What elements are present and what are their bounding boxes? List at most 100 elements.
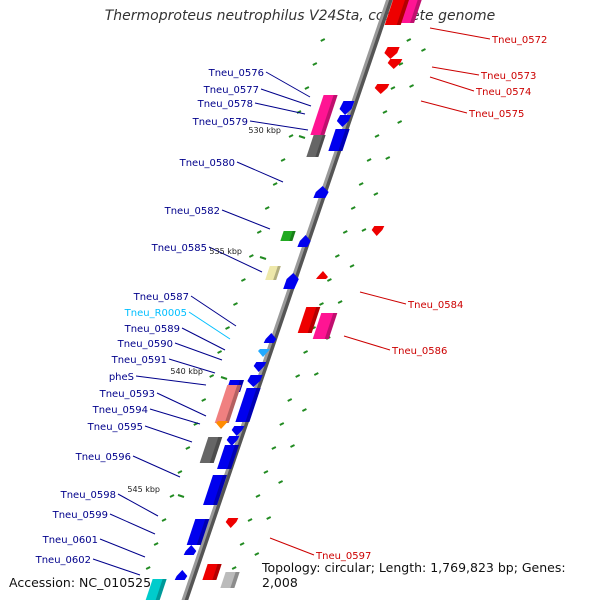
marker-dash — [398, 62, 404, 66]
leader-line — [144, 425, 193, 443]
marker-dash — [373, 192, 379, 196]
marker-dash — [342, 230, 348, 234]
cds-arrow — [231, 426, 245, 436]
leader-line — [420, 100, 468, 114]
gene-block-red — [202, 564, 222, 580]
gene-block-blue — [186, 519, 210, 545]
cds-arrow — [297, 235, 311, 247]
cds-arrow — [216, 421, 228, 429]
marker-dash — [225, 326, 230, 330]
accession-text: Accession: NC_010525 — [9, 575, 152, 590]
gene-label: Tneu_0585 — [151, 243, 207, 254]
marker-dash — [278, 480, 284, 484]
gene-label: Tneu_0582 — [164, 206, 220, 217]
marker-dash — [169, 494, 175, 498]
marker-dash — [233, 302, 238, 306]
gene-block-red-shade — [212, 564, 222, 580]
leader-line — [135, 375, 207, 386]
gene-label: Tneu_0584 — [407, 300, 463, 311]
gene-block-blue-shade — [245, 388, 261, 422]
marker-dash — [256, 230, 262, 234]
backbone-layer — [181, 0, 393, 600]
marker-dash — [319, 302, 324, 306]
gene-label: Tneu_0602 — [35, 555, 91, 566]
ruler-label: 530 kbp — [248, 126, 281, 135]
gene-block-pink — [312, 313, 338, 339]
leader-line — [109, 513, 156, 535]
gene-label: Tneu_R0005 — [124, 308, 187, 319]
backbone — [181, 0, 390, 600]
marker-dash — [409, 84, 415, 88]
leader-line — [149, 408, 201, 425]
topology-text: Topology: circular; Length: 1,769,823 bp… — [262, 560, 566, 590]
leader-line — [92, 558, 141, 576]
cds-arrow — [371, 226, 385, 236]
leader-line — [168, 358, 216, 374]
marker-dash — [303, 350, 309, 354]
gene-block-pink — [310, 95, 338, 135]
cds-arrow — [225, 518, 239, 528]
gene-label: Tneu_0586 — [391, 346, 447, 357]
label-layer: 530 kbp 535 kbp 540 kbp 545 kbp Tneu_0576 Tne… — [35, 35, 548, 566]
cds-arrow — [336, 115, 352, 127]
marker-dash — [288, 134, 294, 138]
marker-dash — [312, 62, 318, 66]
marker-layer — [145, 38, 426, 570]
gene-block-blue — [235, 388, 261, 422]
gene-block-grey — [306, 135, 326, 157]
leader-line — [254, 102, 306, 115]
leader-line — [236, 161, 284, 183]
gene-block-grey — [220, 572, 240, 588]
cds-arrow — [283, 273, 299, 289]
marker-dash — [350, 206, 356, 210]
cds-arrow — [263, 333, 277, 343]
leader-line — [265, 71, 311, 98]
gene-block-blue-shade — [227, 445, 239, 469]
marker-dash — [266, 516, 272, 520]
leader-line — [359, 291, 407, 305]
backbone-shadow — [181, 0, 393, 600]
cds-arrow — [384, 47, 400, 59]
gene-block-blue — [328, 129, 350, 151]
ruler-tick — [259, 256, 267, 260]
ruler-label: 535 kbp — [209, 247, 242, 256]
leader-line — [132, 455, 181, 478]
ruler-tick — [177, 494, 185, 498]
marker-dash — [153, 542, 159, 546]
gene-block-cyan-shade — [155, 579, 167, 600]
marker-dash — [358, 182, 364, 186]
marker-dash — [349, 264, 355, 268]
leader-line — [431, 66, 480, 76]
marker-dash — [271, 446, 277, 450]
marker-dash — [421, 48, 426, 52]
gene-block-pink-shade — [410, 0, 422, 23]
leader-line — [188, 311, 231, 340]
cds-arrow — [313, 186, 329, 198]
marker-dash — [397, 120, 403, 124]
gene-block-grey-shade — [315, 135, 326, 157]
gene-block-grey — [199, 437, 223, 463]
marker-dash — [177, 470, 183, 474]
gene-label: Tneu_0591 — [111, 355, 167, 366]
ruler-tick — [220, 376, 228, 380]
rna-arrow — [258, 349, 270, 357]
cds-arrow — [226, 436, 240, 446]
marker-dash — [287, 398, 293, 402]
marker-dash — [254, 552, 260, 556]
marker-dash — [385, 156, 391, 160]
marker-dash — [304, 86, 310, 90]
gene-label: Tneu_0598 — [60, 490, 116, 501]
leader-line — [221, 209, 271, 230]
leader-line — [208, 246, 263, 273]
ruler-label: 540 kbp — [170, 367, 203, 376]
cds-arrow — [339, 101, 355, 115]
marker-dash — [231, 566, 237, 570]
ruler-tick — [298, 135, 306, 139]
gene-label: Tneu_0599 — [52, 510, 108, 521]
leader-line — [429, 27, 491, 40]
marker-dash — [406, 38, 412, 42]
leader-line — [429, 76, 475, 92]
marker-dash — [264, 206, 270, 210]
